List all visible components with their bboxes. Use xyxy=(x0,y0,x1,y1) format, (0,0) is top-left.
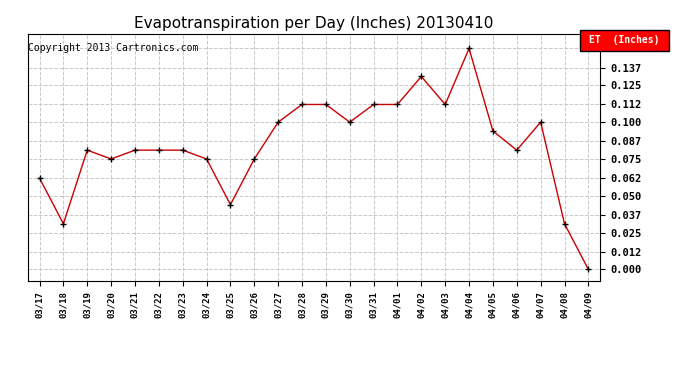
Text: Copyright 2013 Cartronics.com: Copyright 2013 Cartronics.com xyxy=(28,43,198,52)
Text: ET  (Inches): ET (Inches) xyxy=(589,35,660,45)
Title: Evapotranspiration per Day (Inches) 20130410: Evapotranspiration per Day (Inches) 2013… xyxy=(135,16,493,31)
